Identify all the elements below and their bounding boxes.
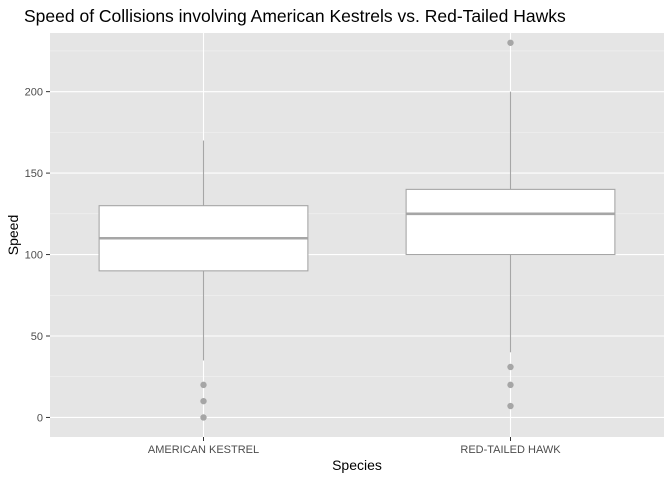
outlier-point bbox=[507, 363, 514, 371]
y-tick-label: 150 bbox=[25, 168, 43, 180]
outlier-point bbox=[507, 39, 514, 46]
y-tick-label: 100 bbox=[25, 250, 43, 262]
box-group bbox=[98, 140, 309, 421]
x-axis-title: Species bbox=[332, 457, 382, 473]
outlier-point bbox=[507, 381, 514, 389]
x-axis: AMERICAN KESTREL RED-TAILED HAWK bbox=[148, 437, 561, 456]
box-group bbox=[405, 39, 616, 410]
outlier-point bbox=[200, 397, 207, 405]
box-body bbox=[405, 188, 616, 256]
y-tick-label: 0 bbox=[37, 412, 43, 424]
y-tick-label: 200 bbox=[25, 87, 43, 99]
x-tick-label: AMERICAN KESTREL bbox=[148, 444, 259, 456]
outlier-point bbox=[200, 381, 207, 389]
outlier-point bbox=[200, 414, 207, 421]
x-tick-label: RED-TAILED HAWK bbox=[460, 444, 561, 456]
y-tick-label: 50 bbox=[31, 331, 43, 343]
y-axis-title: Speed bbox=[5, 215, 21, 255]
outlier-point bbox=[507, 402, 514, 410]
boxes-layer bbox=[98, 39, 616, 421]
chart-title: Speed of Collisions involving American K… bbox=[24, 6, 566, 26]
y-axis: 0 50 100 150 200 bbox=[25, 87, 50, 424]
